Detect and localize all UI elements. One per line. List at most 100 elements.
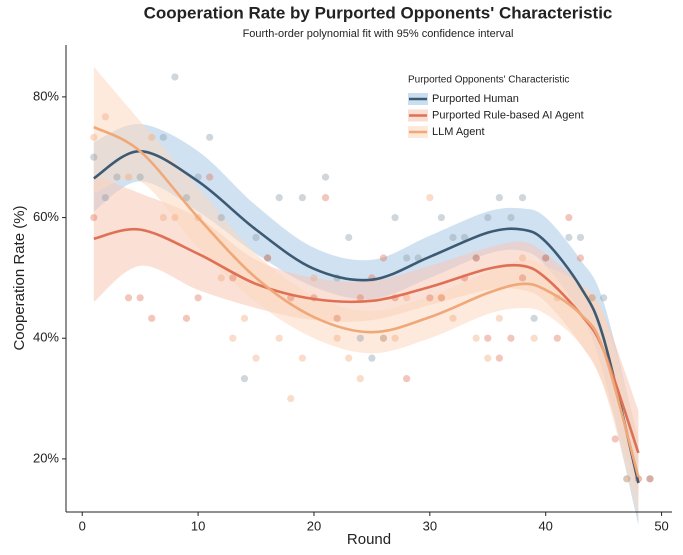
data-point xyxy=(182,194,191,202)
data-point xyxy=(623,475,631,483)
x-tick-label: 50 xyxy=(654,518,668,533)
data-point xyxy=(576,233,585,242)
x-tick-label: 0 xyxy=(79,518,86,533)
data-point xyxy=(298,194,306,202)
data-point xyxy=(90,133,98,141)
data-point xyxy=(356,294,364,302)
data-point xyxy=(275,194,283,202)
data-point xyxy=(333,314,341,322)
legend-label: Purported Rule-based AI Agent xyxy=(432,109,584,121)
data-point xyxy=(90,153,98,161)
data-point xyxy=(206,173,214,181)
x-axis-label: Round xyxy=(347,531,391,548)
data-point xyxy=(240,314,249,322)
legend-label: Purported Human xyxy=(432,93,519,105)
data-point xyxy=(391,334,399,342)
data-point xyxy=(507,334,515,342)
data-point xyxy=(345,233,353,242)
data-point xyxy=(530,334,538,342)
data-point xyxy=(217,213,225,222)
data-point xyxy=(542,254,550,262)
data-point xyxy=(148,133,156,141)
fit-line xyxy=(93,149,640,484)
data-point xyxy=(426,294,434,302)
data-point xyxy=(148,314,156,322)
data-point xyxy=(600,294,608,302)
data-point xyxy=(90,213,98,222)
data-point xyxy=(321,173,330,181)
data-point xyxy=(229,274,237,282)
confidence-band xyxy=(93,123,639,526)
data-point xyxy=(101,113,109,121)
data-point xyxy=(565,233,573,242)
data-point xyxy=(437,294,446,302)
data-point xyxy=(310,274,318,282)
data-point xyxy=(576,254,585,262)
data-point xyxy=(206,133,214,141)
data-point xyxy=(484,354,492,362)
data-point xyxy=(437,294,446,302)
data-point xyxy=(298,354,306,362)
data-point xyxy=(159,213,167,222)
data-point xyxy=(472,254,480,262)
data-point xyxy=(588,294,596,302)
data-point xyxy=(518,274,527,282)
fit-line xyxy=(93,125,640,478)
data-point xyxy=(287,394,295,403)
data-point xyxy=(403,294,411,302)
data-point xyxy=(182,314,191,322)
data-point xyxy=(356,375,364,383)
x-tick-label: 10 xyxy=(191,518,205,533)
data-point xyxy=(159,133,167,141)
data-point xyxy=(217,274,225,282)
data-point xyxy=(565,213,573,222)
data-point xyxy=(124,173,133,181)
data-point xyxy=(264,254,272,262)
chart-title: Cooperation Rate by Purported Opponents'… xyxy=(144,3,613,22)
data-point xyxy=(194,294,202,302)
data-point xyxy=(252,233,260,242)
x-tick-label: 20 xyxy=(307,518,321,533)
data-point xyxy=(321,194,330,202)
data-point xyxy=(553,334,561,342)
data-point xyxy=(345,354,353,362)
data-point xyxy=(136,294,144,302)
data-point xyxy=(264,254,272,262)
data-point xyxy=(437,213,446,222)
data-point xyxy=(171,73,179,81)
data-point xyxy=(495,354,503,362)
data-point xyxy=(542,254,550,262)
data-point xyxy=(229,334,237,342)
data-point xyxy=(530,314,538,322)
data-point xyxy=(518,194,527,202)
y-tick-label: 40% xyxy=(33,330,59,345)
data-point xyxy=(379,334,388,342)
data-point xyxy=(588,294,596,302)
data-point xyxy=(403,254,411,262)
data-point xyxy=(449,314,457,322)
data-point xyxy=(124,294,133,302)
data-point xyxy=(484,334,492,342)
data-point xyxy=(646,475,654,483)
data-point xyxy=(368,354,376,362)
data-point xyxy=(495,194,503,202)
y-tick-label: 80% xyxy=(33,88,59,103)
data-point xyxy=(101,194,109,202)
data-point xyxy=(252,354,260,362)
data-point xyxy=(611,435,619,443)
legend-title: Purported Opponents' Characteristic xyxy=(408,75,569,86)
y-tick-label: 20% xyxy=(33,450,59,465)
data-point xyxy=(403,375,411,383)
data-point xyxy=(275,334,283,342)
data-point xyxy=(333,334,341,342)
data-point xyxy=(171,213,179,222)
confidence-band xyxy=(93,66,639,520)
data-point xyxy=(623,475,631,483)
data-point xyxy=(646,475,654,483)
data-point xyxy=(379,334,388,342)
data-point xyxy=(136,173,144,181)
data-point xyxy=(391,213,399,222)
data-point xyxy=(495,314,503,322)
data-point xyxy=(240,375,249,383)
data-point xyxy=(379,254,388,262)
